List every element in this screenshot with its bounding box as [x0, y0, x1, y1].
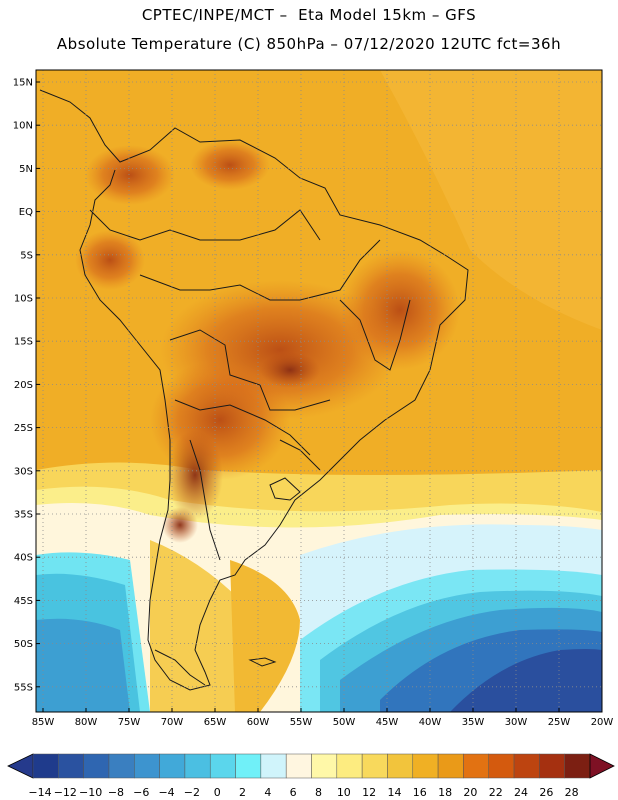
colorbar-label: 16	[413, 786, 427, 799]
colorbar-label: −2	[184, 786, 200, 799]
colorbar-label: 14	[387, 786, 401, 799]
colorbar: −14 −12 −10 −8 −6 −4 −2 0 2 4 6 8 10 12 14 16 18 20 22 24 26…	[7, 753, 615, 799]
lon-label: 55W	[290, 717, 313, 728]
lon-label: 75W	[118, 717, 141, 728]
colorbar-label: −8	[108, 786, 124, 799]
colorbar-swatch	[58, 753, 84, 779]
lon-label: 35W	[462, 717, 485, 728]
lat-label: 15S	[14, 337, 33, 348]
lon-label: 80W	[75, 717, 98, 728]
colorbar-label: 20	[463, 786, 477, 799]
lat-label: 55S	[14, 682, 33, 693]
colorbar-swatch	[437, 753, 464, 779]
lon-label: 20W	[591, 717, 614, 728]
lat-label: 50S	[14, 639, 33, 650]
lat-label: 5S	[20, 250, 33, 261]
lat-label: 5N	[19, 164, 33, 175]
lat-label: 10N	[13, 121, 33, 132]
colorbar-label: 4	[264, 786, 271, 799]
temperature-field	[36, 70, 602, 712]
title-line-1: CPTEC/INPE/MCT – Eta Model 15km – GFS	[141, 6, 477, 24]
colorbar-label: 6	[290, 786, 297, 799]
colorbar-label: −12	[54, 786, 77, 799]
colorbar-label: −10	[79, 786, 102, 799]
colorbar-label: 22	[489, 786, 503, 799]
colorbar-label: −6	[133, 786, 149, 799]
lon-label: 85W	[32, 717, 55, 728]
lon-label: 70W	[161, 717, 184, 728]
colorbar-label: 10	[337, 786, 351, 799]
colorbar-swatch	[539, 753, 565, 779]
colorbar-label: 26	[539, 786, 553, 799]
latitude-labels: 15N 10N 5N EQ 5S 10S 15S 20S 25S 30S 35S 40S 45S 50S 5…	[13, 78, 40, 693]
lon-label: 45W	[376, 717, 399, 728]
colorbar-swatch	[285, 753, 312, 779]
colorbar-swatch	[209, 753, 236, 779]
colorbar-swatch	[387, 753, 414, 779]
colorbar-swatch	[513, 753, 540, 779]
colorbar-swatch	[184, 753, 211, 779]
lat-label: 25S	[14, 423, 33, 434]
colorbar-swatch	[235, 753, 262, 779]
colorbar-swatch	[564, 753, 591, 779]
colorbar-swatch	[463, 753, 489, 779]
colorbar-swatch	[361, 753, 388, 779]
lat-label: 20S	[14, 380, 33, 391]
lat-label: 45S	[14, 596, 33, 607]
lon-label: 50W	[333, 717, 356, 728]
longitude-labels: 85W 80W 75W 70W 65W 60W 55W 50W 45W 40W 35W 30W 25W 2…	[32, 708, 614, 728]
colorbar-swatch	[83, 753, 110, 779]
colorbar-label: 2	[239, 786, 246, 799]
lat-label: 15N	[13, 78, 33, 89]
colorbar-label: 0	[214, 786, 221, 799]
lat-label: 35S	[14, 510, 33, 521]
colorbar-swatch	[32, 753, 59, 779]
colorbar-label: −4	[158, 786, 174, 799]
lon-label: 30W	[505, 717, 528, 728]
colorbar-label: 24	[514, 786, 528, 799]
colorbar-swatch	[311, 753, 338, 779]
lat-label: EQ	[19, 207, 33, 218]
colorbar-swatch	[159, 753, 186, 779]
colorbar-under-arrow	[7, 753, 34, 779]
colorbar-swatch	[134, 753, 160, 779]
colorbar-over-arrow	[589, 753, 615, 779]
map-frame	[35, 69, 603, 713]
lat-label: 30S	[14, 466, 33, 477]
colorbar-swatch	[108, 753, 135, 779]
lon-label: 40W	[419, 717, 442, 728]
colorbar-swatch	[488, 753, 515, 779]
colorbar-label: 12	[362, 786, 376, 799]
colorbar-swatch	[412, 753, 439, 779]
lat-label: 10S	[14, 294, 33, 305]
coastlines	[39, 89, 469, 691]
colorbar-label: 28	[565, 786, 579, 799]
colorbar-swatch	[336, 753, 363, 779]
colorbar-swatch	[260, 753, 287, 779]
colorbar-label: 8	[315, 786, 322, 799]
colorbar-label: −14	[28, 786, 51, 799]
lon-label: 25W	[548, 717, 571, 728]
lat-label: 40S	[14, 553, 33, 564]
lon-label: 60W	[247, 717, 270, 728]
title-line-2: Absolute Temperature (C) 850hPa – 07/12/…	[56, 35, 562, 53]
lon-label: 65W	[204, 717, 227, 728]
colorbar-label: 18	[438, 786, 452, 799]
